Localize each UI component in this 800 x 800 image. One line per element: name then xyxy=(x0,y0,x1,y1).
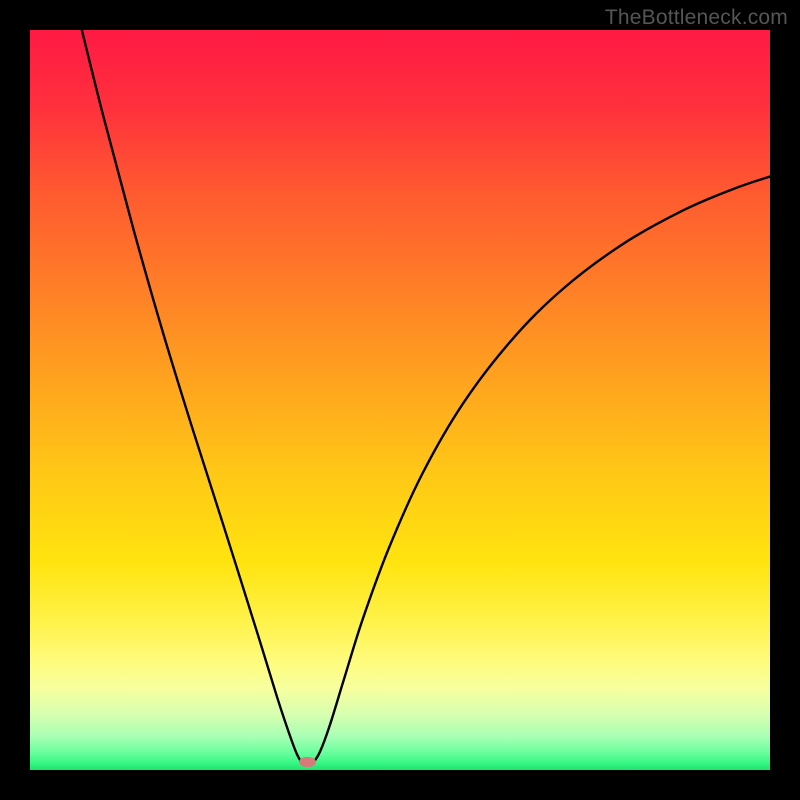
chart-container: TheBottleneck.com xyxy=(0,0,800,800)
curve-right-branch xyxy=(313,177,770,763)
optimal-point-marker xyxy=(299,757,317,767)
plot-area xyxy=(30,30,770,770)
curve-left-branch xyxy=(82,30,302,763)
watermark-text: TheBottleneck.com xyxy=(605,6,788,30)
bottleneck-curve xyxy=(30,30,770,770)
